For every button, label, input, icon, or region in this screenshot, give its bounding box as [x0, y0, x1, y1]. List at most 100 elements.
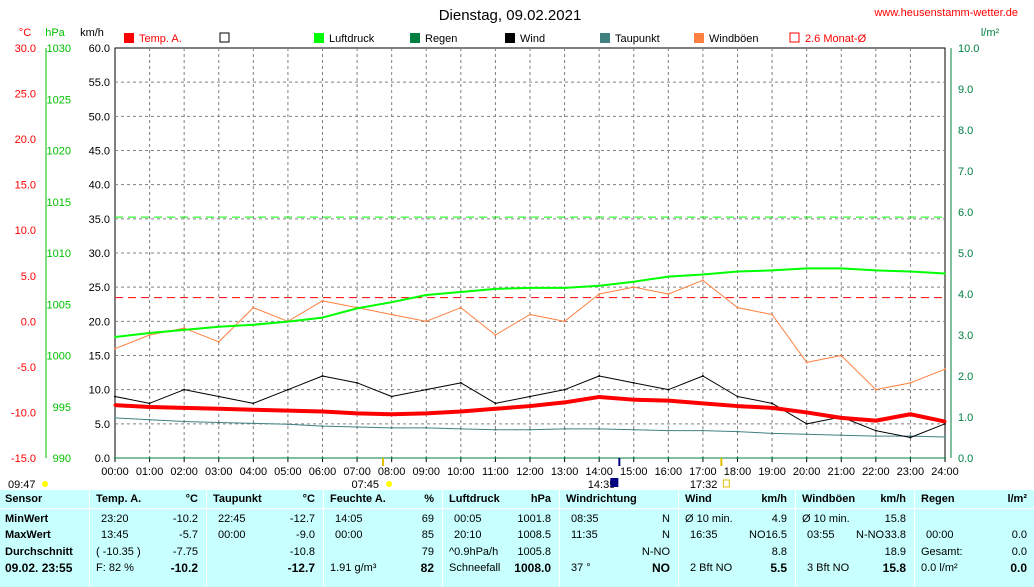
data-point	[114, 395, 116, 398]
data-point	[944, 272, 946, 275]
temp-tick-label: 0.0	[21, 316, 36, 328]
data-point	[113, 403, 117, 407]
x-tick-label: 12:00	[516, 466, 544, 478]
data-point	[563, 286, 566, 289]
data-point	[390, 457, 393, 459]
data-point	[839, 416, 843, 420]
data-point	[632, 398, 636, 402]
site-link[interactable]: www.heusenstamm-wetter.de	[873, 7, 1018, 19]
data-point	[736, 270, 739, 273]
rain-unit: l/m²	[1007, 493, 1027, 505]
wind-tick-label: 25.0	[89, 282, 110, 294]
sun-icon	[386, 481, 393, 487]
pressure-unit-label: hPa	[45, 27, 65, 39]
data-point	[148, 334, 151, 336]
data-point	[217, 407, 221, 411]
wind-avg10: 4.9	[771, 513, 787, 525]
rain-tick-label: 6.0	[958, 207, 973, 219]
data-point	[114, 457, 116, 459]
col-rain: Regen l/m² 00:00 0.0 Gesamt: 0.0 0.0 l/m…	[914, 490, 1034, 587]
dir-now-note: 37 °	[571, 562, 591, 574]
rain-max: 0.0	[1011, 529, 1027, 541]
hum-now: 82	[420, 561, 434, 575]
x-tick-label: 05:00	[274, 466, 302, 478]
data-point	[598, 293, 601, 295]
gust-header: Windböen	[802, 493, 856, 505]
data-point	[701, 457, 704, 459]
temp-now-note: F: 82 %	[96, 562, 134, 574]
stats-header-row	[0, 490, 1034, 509]
data-point	[114, 416, 116, 419]
data-point	[425, 457, 428, 459]
data-point	[356, 381, 359, 384]
data-point	[771, 269, 774, 272]
data-point	[805, 457, 808, 459]
gust-now-note: 3 Bft NO	[807, 562, 850, 574]
wind-tick-label: 30.0	[89, 248, 110, 260]
col-temp: Temp. A. °C 23:20 -10.2 13:45 -5.7 ( -10…	[89, 490, 206, 587]
data-point	[459, 290, 462, 293]
data-point	[667, 388, 670, 391]
wind-tick-label: 15.0	[89, 351, 110, 363]
data-point	[598, 427, 601, 430]
rain-tick-label: 8.0	[958, 125, 973, 137]
data-point	[666, 399, 670, 403]
data-point	[390, 313, 393, 316]
data-point	[114, 336, 116, 339]
rain-tick-label: 7.0	[958, 166, 973, 178]
hum-now-note: 1.91 g/m³	[330, 562, 377, 574]
data-point	[840, 267, 843, 270]
gust-max-dir: N-NO	[856, 529, 885, 541]
data-point	[321, 316, 324, 319]
data-point	[770, 406, 774, 410]
rain-tick-label: 4.0	[958, 289, 973, 301]
data-point	[286, 388, 289, 391]
rain-tick-label: 10.0	[958, 43, 979, 55]
data-point	[286, 457, 289, 459]
press-unit: hPa	[530, 493, 551, 505]
pressure-tick-label: 1030	[47, 43, 71, 55]
x-tick-label: 01:00	[136, 466, 164, 478]
legend-swatch	[219, 32, 230, 43]
x-tick-label: 02:00	[170, 466, 198, 478]
data-point	[390, 412, 394, 416]
data-point	[356, 426, 359, 429]
data-point	[148, 405, 152, 409]
data-point	[944, 457, 946, 459]
data-point	[736, 430, 739, 433]
data-point	[632, 286, 635, 289]
data-point	[217, 325, 220, 328]
data-point	[494, 334, 497, 336]
dir-now: NO	[652, 561, 670, 575]
x-tick-label: 18:00	[724, 466, 752, 478]
data-point	[217, 395, 220, 398]
gust-now: 15.8	[882, 561, 906, 575]
hum-header: Feuchte A.	[330, 493, 386, 505]
dir-avg: N-NO	[641, 546, 670, 558]
data-point	[598, 284, 601, 287]
data-point	[805, 433, 808, 436]
data-point	[701, 375, 704, 377]
wind-tick-label: 40.0	[89, 180, 110, 192]
col-wind-direction: Windrichtung 08:35 N 11:35 N N-NO 37 ° N…	[559, 490, 678, 587]
pressure-tick-label: 990	[53, 453, 71, 465]
temp-now: -10.2	[170, 561, 198, 575]
data-point	[805, 267, 808, 270]
grid	[114, 47, 946, 459]
dir-min-time: 08:35	[571, 513, 599, 525]
press-avg: 1005.8	[517, 546, 551, 558]
data-point	[183, 327, 186, 330]
rain-tick-label: 3.0	[958, 330, 973, 342]
hum-max-time: 00:00	[335, 529, 363, 541]
rain-total: 0.0	[1011, 546, 1027, 558]
data-point	[771, 457, 774, 459]
x-tick-label: 04:00	[240, 466, 268, 478]
press-max-time: 20:10	[454, 529, 482, 541]
data-point	[425, 294, 428, 297]
x-tick-label: 03:00	[205, 466, 233, 478]
x-tick-label: 15:00	[620, 466, 648, 478]
data-point	[321, 375, 324, 377]
data-point	[908, 412, 912, 416]
wind-tick-label: 55.0	[89, 77, 110, 89]
data-point	[909, 435, 912, 438]
